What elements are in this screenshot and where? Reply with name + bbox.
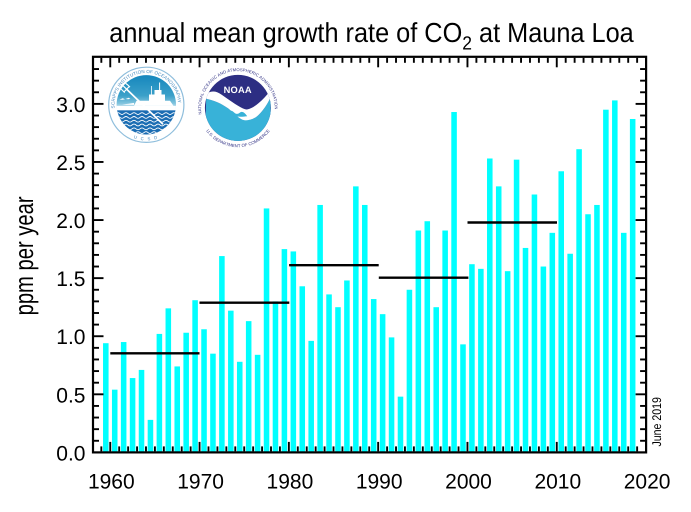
svg-text:1.0: 1.0: [56, 326, 85, 349]
svg-text:ppm per year: ppm per year: [9, 196, 39, 315]
svg-text:U C S D: U C S D: [133, 134, 159, 141]
svg-text:1970: 1970: [177, 471, 224, 494]
svg-text:2000: 2000: [445, 471, 492, 494]
svg-text:3.0: 3.0: [56, 94, 85, 117]
svg-text:2010: 2010: [534, 471, 581, 494]
svg-text:1990: 1990: [356, 471, 403, 494]
svg-text:1980: 1980: [267, 471, 314, 494]
svg-text:2.5: 2.5: [56, 152, 85, 175]
svg-text:0.0: 0.0: [56, 442, 85, 465]
svg-text:2.0: 2.0: [56, 210, 85, 233]
svg-text:1960: 1960: [88, 471, 135, 494]
svg-text:2020: 2020: [624, 471, 671, 494]
svg-text:1.5: 1.5: [56, 268, 85, 291]
svg-text:NOAA: NOAA: [224, 85, 252, 95]
svg-text:June 2019: June 2019: [650, 397, 664, 446]
svg-text:0.5: 0.5: [56, 384, 85, 407]
